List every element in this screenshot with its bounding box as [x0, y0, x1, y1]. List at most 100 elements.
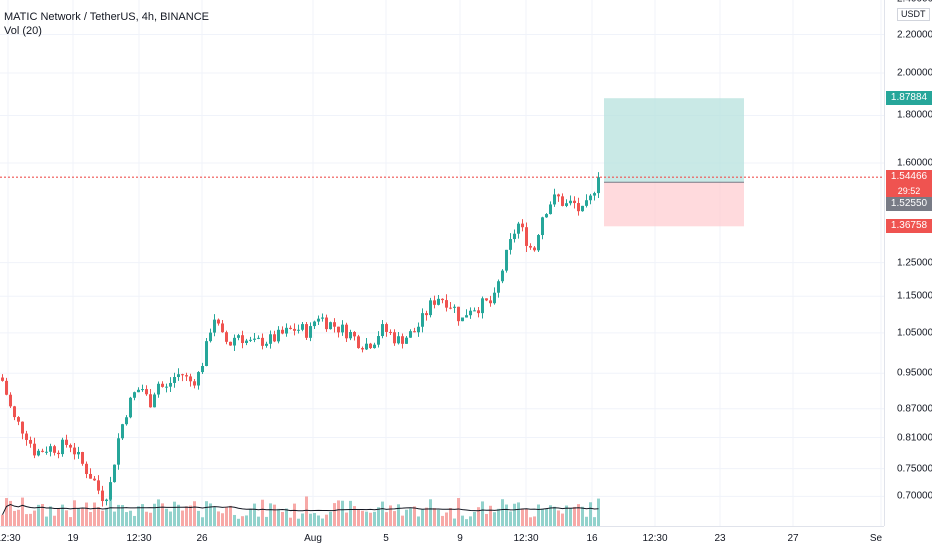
- candle-body: [325, 317, 328, 330]
- candle-body: [289, 327, 292, 329]
- volume-bar: [129, 510, 132, 526]
- volume-bar: [53, 515, 56, 526]
- candle-body: [373, 344, 376, 349]
- candle-body: [369, 343, 372, 349]
- candle-body: [29, 439, 32, 444]
- volume-bar: [433, 508, 436, 526]
- candle-body: [113, 464, 116, 483]
- volume-bar: [65, 510, 68, 526]
- volume-bar: [241, 516, 244, 526]
- candle-body: [377, 336, 380, 345]
- time-tick-label: 26: [196, 533, 208, 544]
- candle-body: [73, 447, 76, 455]
- candle-body: [345, 324, 348, 339]
- candle-body: [565, 203, 568, 206]
- candle-body: [125, 417, 128, 425]
- volume-bar: [481, 501, 484, 526]
- candle-body: [449, 307, 452, 309]
- candle-body: [53, 446, 56, 453]
- volume-bar: [405, 509, 408, 526]
- candle-body: [557, 194, 560, 197]
- volume-indicator-label[interactable]: Vol (20): [4, 25, 42, 37]
- candle-body: [429, 300, 432, 316]
- volume-bar: [569, 507, 572, 526]
- candle-body: [9, 394, 12, 407]
- volume-bar: [97, 507, 100, 526]
- time-axis[interactable]: 12:30 19 12:30 26 Aug 5 9 12:30 16 12:30 23 27 Se: [0, 526, 884, 551]
- volume-bar: [373, 511, 376, 526]
- volume-bar: [21, 497, 24, 526]
- volume-bar: [161, 503, 164, 526]
- entry-price-tag: 1.52550: [886, 197, 932, 212]
- volume-bar: [497, 508, 500, 526]
- volume-bar: [185, 506, 188, 526]
- volume-bar: [429, 499, 432, 526]
- candle-body: [525, 227, 528, 246]
- candle-body: [253, 338, 256, 340]
- volume-bar: [301, 513, 304, 526]
- candle-body: [301, 324, 304, 330]
- volume-bar: [41, 503, 44, 526]
- candle-body: [497, 281, 500, 293]
- candle-body: [165, 386, 168, 388]
- volume-bar: [457, 498, 460, 526]
- candle-body: [81, 452, 84, 464]
- volume-bar: [353, 506, 356, 526]
- candle-body: [317, 318, 320, 322]
- candle-body: [413, 331, 416, 333]
- candle-body: [597, 177, 600, 194]
- price-tick-label: 0.75000: [897, 463, 932, 475]
- volume-bar: [293, 503, 296, 526]
- candle-body: [577, 203, 580, 212]
- volume-bar: [581, 506, 584, 526]
- candle-body: [97, 480, 100, 491]
- volume-bar: [545, 508, 548, 526]
- volume-bar: [453, 518, 456, 526]
- price-chart[interactable]: [0, 0, 884, 526]
- price-axis[interactable]: USDT 2.40000 2.20000 2.00000 1.80000 1.60000…: [884, 0, 932, 526]
- candle-body: [421, 313, 424, 327]
- candle-body: [357, 336, 360, 349]
- candle-body: [305, 324, 308, 338]
- volume-bar: [565, 505, 568, 526]
- volume-bar: [513, 503, 516, 526]
- volume-bar: [265, 516, 268, 526]
- volume-bar: [381, 501, 384, 526]
- candle-body: [445, 300, 448, 308]
- volume-bar: [61, 504, 64, 526]
- volume-bar: [169, 511, 172, 526]
- candle-body: [185, 375, 188, 377]
- candle-body: [337, 326, 340, 333]
- candle-body: [121, 424, 124, 439]
- chart-pane[interactable]: MATIC Network / TetherUS, 4h, BINANCE Vo…: [0, 0, 884, 526]
- volume-bar: [213, 507, 216, 526]
- volume-bar: [505, 504, 508, 526]
- candle-body: [217, 319, 220, 324]
- volume-bar: [585, 516, 588, 526]
- candle-body: [237, 335, 240, 338]
- candle-body: [137, 389, 140, 393]
- candle-body: [45, 451, 48, 453]
- volume-bar: [469, 516, 472, 526]
- volume-bar: [517, 502, 520, 526]
- volume-bar: [189, 505, 192, 526]
- candle-body: [69, 444, 72, 448]
- volume-bar: [37, 504, 40, 526]
- volume-bar: [369, 512, 372, 526]
- candle-body: [241, 335, 244, 344]
- volume-bar: [409, 508, 412, 526]
- loss-zone: [604, 182, 744, 227]
- candle-body: [465, 315, 468, 318]
- volume-bar: [193, 501, 196, 526]
- currency-unit-label[interactable]: USDT: [897, 8, 930, 21]
- target-price-tag: 1.87884: [886, 91, 932, 106]
- price-tick-label: 1.15000: [897, 290, 932, 302]
- candle-body: [109, 482, 112, 500]
- candle-body: [501, 270, 504, 282]
- volume-bar: [273, 504, 276, 526]
- candle-body: [177, 374, 180, 378]
- volume-bar: [113, 511, 116, 526]
- volume-bar: [357, 508, 360, 526]
- symbol-title[interactable]: MATIC Network / TetherUS, 4h, BINANCE: [4, 11, 209, 23]
- volume-bar: [149, 512, 152, 526]
